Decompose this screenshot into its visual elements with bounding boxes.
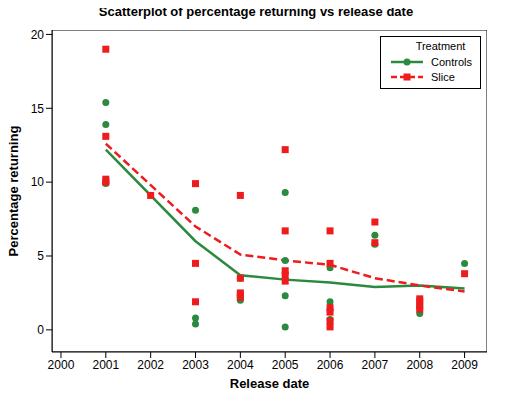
svg-text:20: 20 <box>31 28 45 42</box>
html-text:Treatment: Treatment <box>415 40 466 52</box>
svg-text:15: 15 <box>31 102 45 116</box>
svg-text:2000: 2000 <box>48 358 75 372</box>
svg-text:2006: 2006 <box>317 358 344 372</box>
svg-text:2009: 2009 <box>451 358 478 372</box>
html-text:Slice: Slice <box>431 70 455 83</box>
svg-text:2001: 2001 <box>92 358 119 372</box>
svg-text:2005: 2005 <box>272 358 299 372</box>
svg-text:0: 0 <box>37 323 44 337</box>
svg-text:5: 5 <box>37 249 44 263</box>
svg-text:2008: 2008 <box>406 358 433 372</box>
svg-text:2003: 2003 <box>182 358 209 372</box>
html-text:Percentage returning: Percentage returning <box>6 125 21 257</box>
html-text:Release date: Release date <box>229 376 310 391</box>
html-text:Controls: Controls <box>431 55 472 68</box>
svg-text:2007: 2007 <box>362 358 389 372</box>
svg-text:2004: 2004 <box>227 358 254 372</box>
html-text:Scatterplot of percentage retu: Scatterplot of percentage returning vs r… <box>98 4 414 19</box>
svg-text:2002: 2002 <box>137 358 164 372</box>
svg-text:10: 10 <box>31 175 45 189</box>
